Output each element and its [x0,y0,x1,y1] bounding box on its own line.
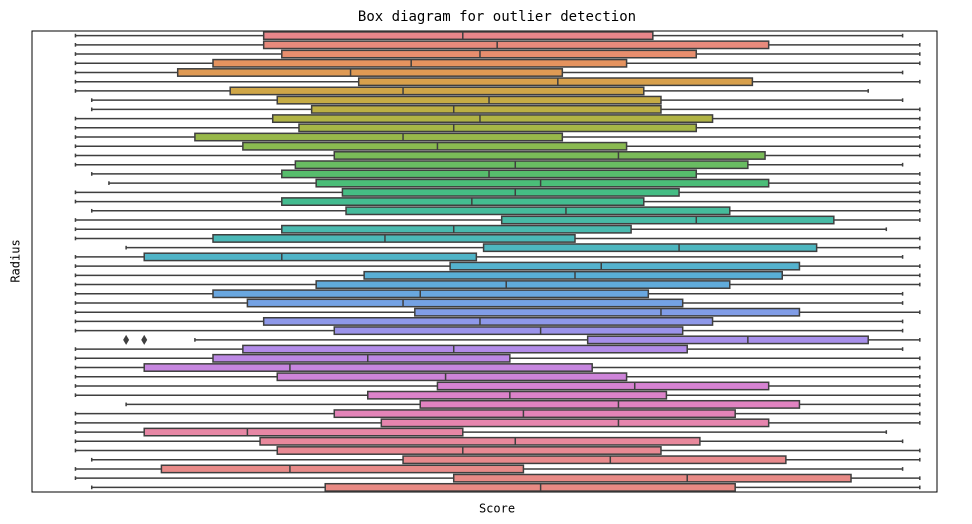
box [246,298,684,308]
box [402,455,787,465]
outlier [141,334,148,345]
box [143,427,464,437]
box [262,31,654,41]
box [212,353,511,363]
box [194,132,564,142]
box [281,224,632,234]
chart-title: Box diagram for outlier detection [358,9,636,25]
box [298,123,698,133]
box [271,114,714,124]
box [160,464,525,474]
box [436,381,770,391]
box [315,280,731,289]
box [324,482,736,492]
box [345,206,731,216]
box [380,418,770,428]
box [242,141,628,151]
box [281,49,698,59]
x-axis-label: Score [479,502,515,516]
box [414,307,801,317]
box [242,344,688,354]
box [452,473,852,483]
y-axis-label: Radius [9,239,23,282]
box [212,58,628,68]
box [363,270,783,280]
box [341,187,680,197]
box [310,104,662,114]
box [143,252,478,262]
box [357,77,754,87]
box [333,326,684,336]
box [500,215,835,225]
box [262,316,714,326]
box [281,197,645,207]
box [262,40,770,50]
box [294,160,749,170]
box [229,86,645,96]
box [333,151,766,160]
box [212,289,650,299]
outlier [123,334,130,345]
box [367,390,668,400]
box [419,399,801,409]
box [259,436,701,446]
box [449,261,801,271]
box [276,95,662,105]
box [143,363,593,372]
box [586,335,869,345]
box [212,234,576,243]
box [176,68,564,77]
box [333,409,736,419]
box [482,243,818,253]
box [315,178,770,188]
plot-frame [31,30,938,493]
box [276,446,662,455]
box [276,372,628,382]
